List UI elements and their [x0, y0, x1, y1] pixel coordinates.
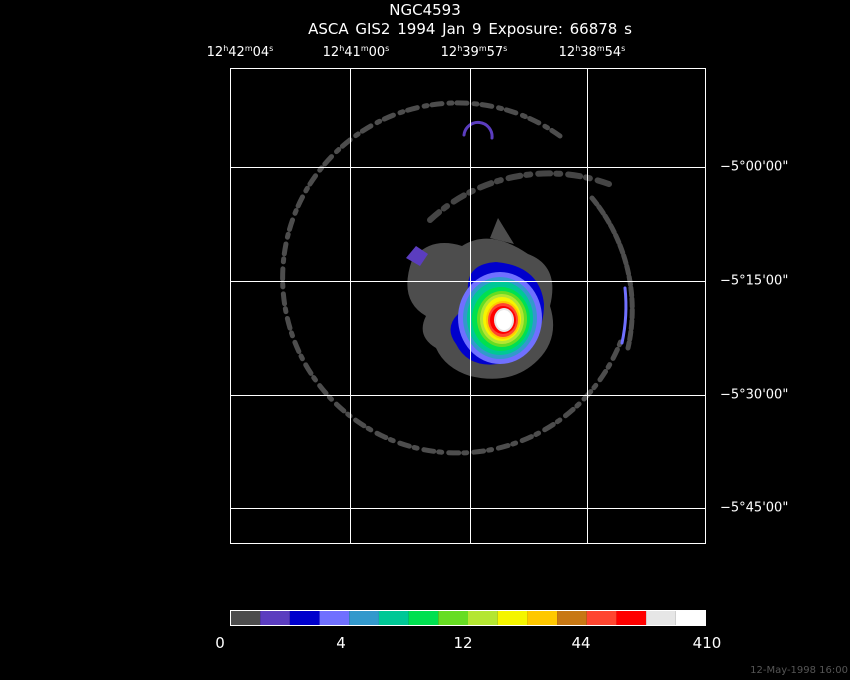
colorbar-swatch: [557, 610, 587, 626]
colorbar-swatch: [378, 610, 409, 626]
dec-tick-label: −5°30'00": [720, 387, 789, 403]
colorbar-swatch: [646, 610, 676, 626]
colorbar-swatch: [586, 610, 617, 626]
colorbar-label: 4: [336, 634, 346, 652]
ra-tick-label: 12h42m04s: [206, 44, 274, 60]
colorbar-swatch: [616, 610, 647, 626]
detector-ring: [280, 100, 635, 456]
color-scale-bar: [230, 610, 706, 626]
colorbar-border: [230, 610, 706, 626]
timestamp: 12-May-1998 16:00: [750, 665, 848, 676]
colorbar-swatch: [527, 610, 558, 626]
colorbar-label: 12: [453, 634, 473, 652]
colorbar-swatch: [319, 610, 350, 626]
colorbar-label: 44: [571, 634, 591, 652]
colorbar-swatch: [468, 610, 498, 626]
colorbar-label: 410: [692, 634, 722, 652]
colorbar-swatch: [230, 610, 261, 626]
colorbar-swatch: [675, 610, 706, 626]
ra-tick-label: 12h39m57s: [440, 44, 508, 60]
colorbar-label: 0: [215, 634, 225, 652]
image-title: NGC4593: [389, 1, 461, 19]
xray-image: [230, 68, 706, 544]
ra-tick-label: 12h38m54s: [558, 44, 626, 60]
colorbar-swatch: [438, 610, 468, 626]
colorbar-swatch: [349, 610, 379, 626]
ra-tick-label: 12h41m00s: [322, 44, 390, 60]
colorbar-swatch: [408, 610, 439, 626]
observation-info: ASCA GIS2 1994 Jan 9 Exposure: 66878 s: [308, 20, 632, 38]
colorbar-swatch: [497, 610, 528, 626]
dec-tick-label: −5°15'00": [720, 273, 789, 289]
dec-tick-label: −5°00'00": [720, 159, 789, 175]
coordinate-grid: [230, 68, 706, 544]
colorbar-swatch: [260, 610, 290, 626]
dec-tick-label: −5°45'00": [720, 500, 789, 516]
source-contours: [458, 272, 542, 364]
colorbar-swatch: [289, 610, 320, 626]
